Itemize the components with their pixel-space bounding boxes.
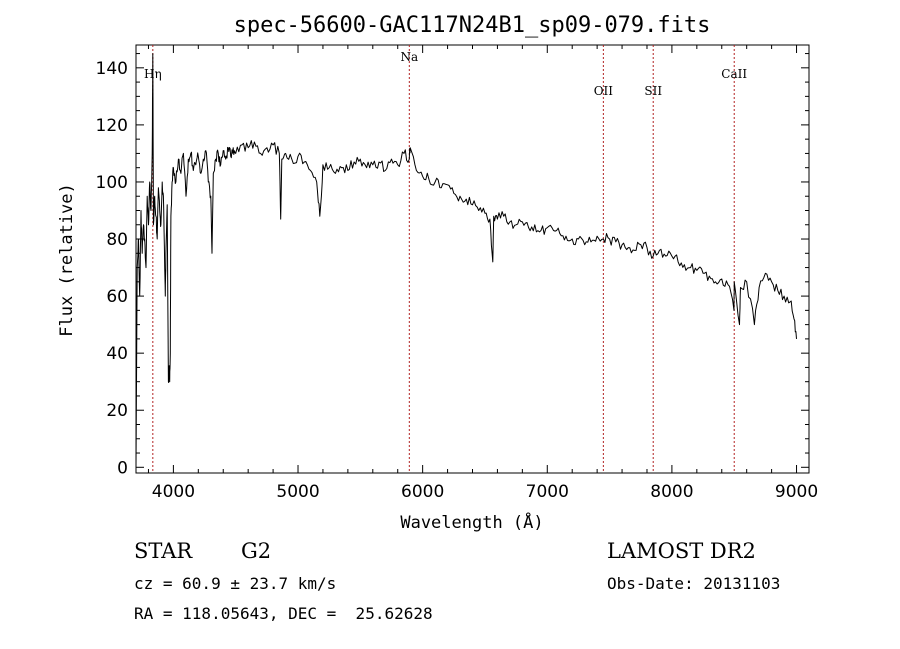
axis-ticks: 4000 5000 6000 7000 8000 9000 0 20 40 60 80 100 120 1… (96, 45, 818, 502)
survey-name: LAMOST DR2 (607, 539, 756, 563)
x-tick-label: 8000 (650, 482, 693, 502)
y-tick-label: 80 (106, 230, 128, 250)
y-tick-label: 140 (96, 59, 128, 79)
x-tick-label: 7000 (526, 482, 569, 502)
line-marker-label: Na (400, 50, 418, 64)
y-tick-label: 120 (96, 116, 128, 136)
object-class: STAR (134, 539, 193, 563)
x-tick-label: 6000 (401, 482, 444, 502)
chart-title: spec-56600-GAC117N24B1_sp09-079.fits (234, 13, 711, 38)
y-tick-label: 100 (96, 173, 128, 193)
sky-coordinates: RA = 118.05643, DEC = 25.62628 (134, 604, 433, 623)
line-marker-label: OII (594, 84, 614, 98)
y-tick-label: 20 (106, 401, 128, 421)
y-tick-label: 60 (106, 287, 128, 307)
observation-date: Obs-Date: 20131103 (607, 574, 781, 593)
x-tick-label: 5000 (276, 482, 319, 502)
line-marker-label: SII (644, 84, 662, 98)
spectrum-line (135, 53, 797, 468)
x-tick-label: 9000 (775, 482, 818, 502)
redshift-velocity: cz = 60.9 ± 23.7 km/s (134, 574, 337, 593)
x-axis-label: Wavelength (Å) (400, 511, 543, 533)
y-tick-label: 0 (117, 458, 128, 478)
plot-frame (135, 44, 810, 474)
y-tick-label: 40 (106, 344, 128, 364)
x-tick-label: 4000 (152, 482, 195, 502)
y-axis-label: Flux (relative) (57, 183, 77, 337)
line-marker-label: CaII (721, 67, 747, 81)
object-subclass: G2 (241, 539, 272, 563)
